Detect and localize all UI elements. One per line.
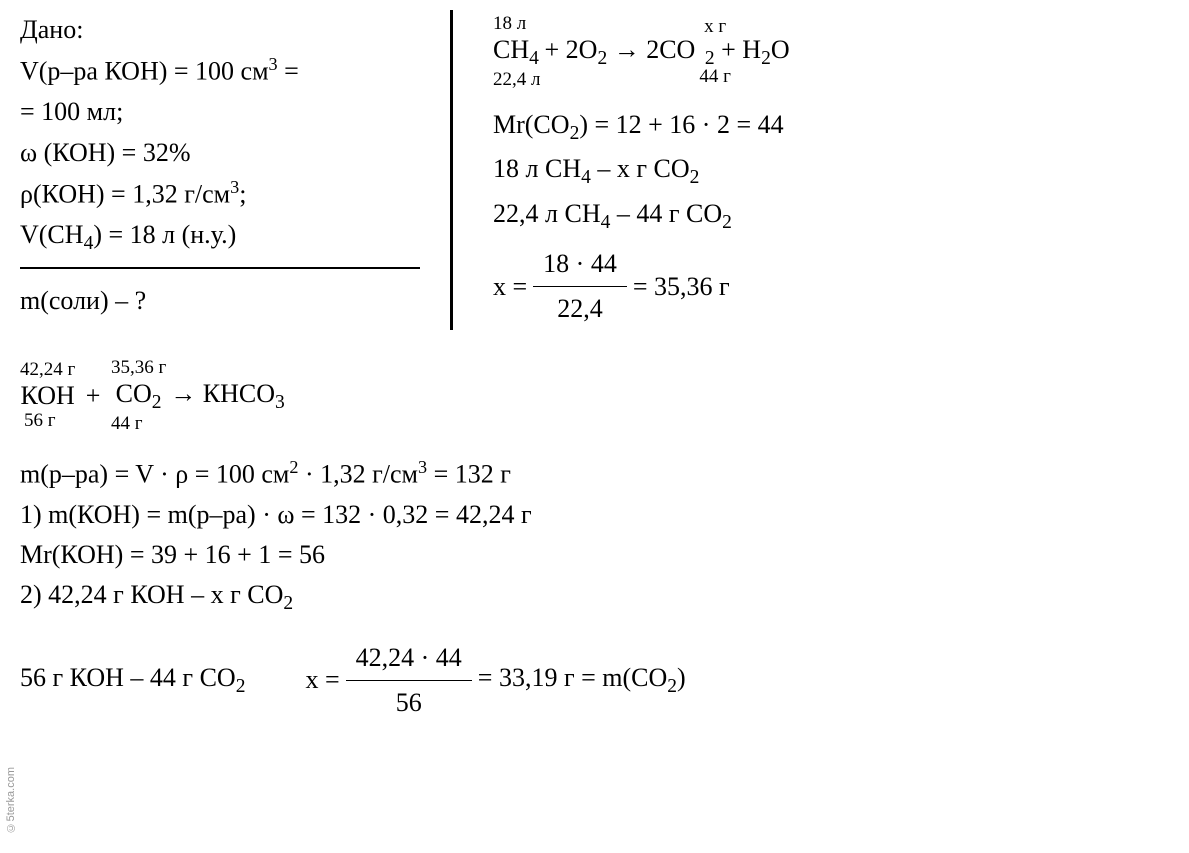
t: – 44 г CO (610, 199, 722, 228)
equation-2: 42,24 г КОН 56 г + 35,36 г СО2 44 г → КН… (20, 358, 1169, 435)
given-line-1: V(р–ра КОН) = 100 см3 = (20, 50, 420, 92)
co2-tail: 2 + H2O (705, 35, 790, 70)
text: V(р–ра КОН) = 100 см (20, 57, 269, 86)
question-line: m(соли) – ? (20, 269, 420, 321)
term-co2-2: 35,36 г СО2 44 г (111, 358, 166, 435)
sub: 2 (722, 212, 732, 233)
step-1: 1) m(КОН) = m(р–ра) · ω = 132 · 0,32 = 4… (20, 495, 1169, 535)
t: m(р–ра) = V · ρ = 100 см (20, 459, 289, 488)
step-2: 2) 42,24 г КОН – х г СО2 (20, 575, 1169, 619)
prop-line-1: 18 л CH4 – х г CO2 (493, 149, 1169, 193)
text: ρ(КОН) = 1,32 г/см (20, 180, 230, 209)
t: = 33,19 г = m(CO (478, 663, 668, 692)
t: ) = 12 + 16 · 2 = 44 (579, 110, 783, 139)
x-result-2: x = 42,24 · 44 56 = 33,19 г = m(CO2) (305, 638, 685, 724)
arrow-khco3: → КНСО3 (170, 379, 285, 414)
text: V(CH (20, 220, 84, 249)
given-line-4: ρ(КОН) = 1,32 г/см3; (20, 173, 420, 215)
given-line-5: V(CH4) = 18 л (н.у.) (20, 215, 420, 259)
solution-panel: 18 л CH4 22,4 л + 2O2 → 2CO х г . 44 г 2… (453, 10, 1169, 330)
sub: 2 (236, 676, 246, 697)
text: = (278, 57, 299, 86)
term-ch4: 18 л CH4 22,4 л (493, 14, 540, 91)
result-text: = 33,19 г = m(CO2) (478, 658, 686, 702)
annot-top: 35,36 г (111, 358, 166, 379)
fraction-2: 42,24 · 44 56 (346, 638, 472, 724)
t: · 1,32 г/см (298, 459, 418, 488)
t: = 35,36 г (633, 267, 730, 307)
formula: CH4 (493, 35, 539, 70)
t: 2) 42,24 г КОН – х г СО (20, 580, 283, 609)
annot-bot: 44 г (671, 67, 731, 88)
sup: 3 (230, 177, 239, 197)
sub: 2 (597, 48, 607, 69)
sub: 2 (570, 123, 580, 144)
mr-koh: Mr(КОН) = 39 + 16 + 1 = 56 (20, 535, 1169, 575)
annot-bot: 22,4 л (493, 70, 540, 91)
t: CH (493, 35, 529, 64)
given-panel: Дано: V(р–ра КОН) = 100 см3 = = 100 мл; … (20, 10, 440, 330)
given-line-2: = 100 мл; (20, 92, 420, 132)
formula: СО2 (116, 379, 162, 414)
text: ; (239, 180, 246, 209)
given-title: Дано: (20, 10, 420, 50)
t: 18 л CH (493, 154, 581, 183)
plus: + (79, 381, 107, 411)
annot-bot: 56 г (20, 411, 56, 432)
sup: 3 (418, 457, 427, 477)
denominator: 22,4 (547, 287, 613, 329)
annot-top: 18 л (493, 14, 526, 35)
term-koh: 42,24 г КОН 56 г (20, 360, 75, 432)
t: – х г CO (591, 154, 690, 183)
prop-56: 56 г КОН – 44 г СО2 (20, 658, 245, 702)
sub: 2 (705, 48, 715, 69)
t: x = (305, 660, 339, 700)
sub: 4 (601, 212, 611, 233)
watermark: ©5terka.com (5, 767, 17, 833)
sub: 2 (667, 676, 677, 697)
t: 22,4 л CH (493, 199, 601, 228)
denominator: 56 (386, 681, 432, 723)
t: + 2O (544, 35, 597, 64)
numerator: 18 · 44 (533, 244, 627, 287)
annot-top: 42,24 г (20, 360, 75, 381)
sub: 2 (152, 392, 162, 413)
t: ) (677, 663, 686, 692)
sub: 4 (581, 168, 591, 189)
given-line-3: ω (КОН) = 32% (20, 133, 420, 173)
x-result-1: x = 18 · 44 22,4 = 35,36 г (493, 244, 1169, 330)
mass-solution: m(р–ра) = V · ρ = 100 см2 · 1,32 г/см3 =… (20, 453, 1169, 495)
sub: 3 (275, 392, 285, 413)
sub: 4 (529, 48, 539, 69)
sup: 3 (269, 54, 278, 74)
final-row: 56 г КОН – 44 г СО2 x = 42,24 · 44 56 = … (20, 638, 1169, 724)
text: ) = 18 л (н.у.) (93, 220, 236, 249)
prop-line-2: 22,4 л CH4 – 44 г CO2 (493, 194, 1169, 238)
equation-1: 18 л CH4 22,4 л + 2O2 → 2CO х г . 44 г 2… (493, 14, 1169, 91)
lower-section: 42,24 г КОН 56 г + 35,36 г СО2 44 г → КН… (20, 358, 1169, 724)
sub: 2 (690, 168, 700, 189)
t: 56 г КОН – 44 г СО (20, 663, 236, 692)
annot-bot: 44 г (111, 414, 143, 435)
sub: 2 (283, 593, 293, 614)
t: O (771, 35, 790, 64)
sub: 2 (761, 48, 771, 69)
t: → КНСО (170, 379, 275, 408)
mr-co2: Mr(CO2) = 12 + 16 · 2 = 44 (493, 105, 1169, 149)
sub: 4 (84, 233, 94, 254)
t: x = (493, 267, 527, 307)
formula: КОН (21, 381, 75, 411)
t: Mr(CO (493, 110, 570, 139)
t: + H (715, 35, 761, 64)
fraction-1: 18 · 44 22,4 (533, 244, 627, 330)
t: = 132 г (427, 459, 511, 488)
numerator: 42,24 · 44 (346, 638, 472, 681)
